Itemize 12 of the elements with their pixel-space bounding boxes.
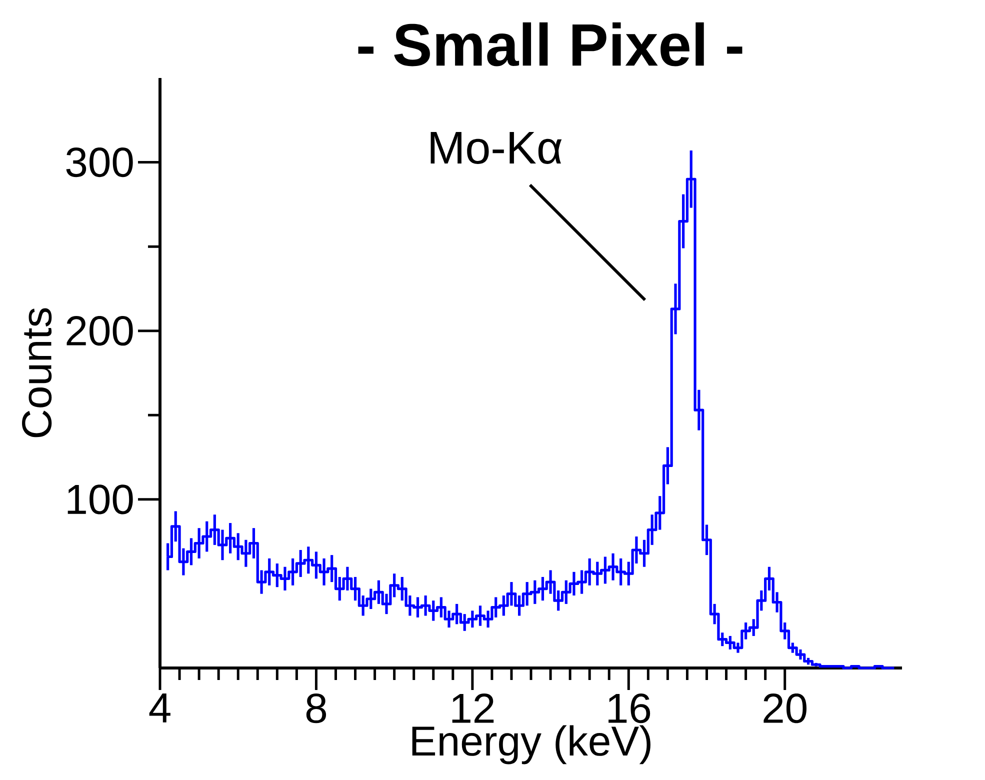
y-tick-label: 200 bbox=[66, 316, 133, 346]
x-tick-label: 16 bbox=[608, 694, 650, 724]
annotation: Mo-Kα bbox=[430, 132, 562, 164]
chart-title: - Small Pixel - bbox=[358, 22, 742, 66]
x-tick-label: 12 bbox=[452, 694, 494, 723]
y-tick-label: 300 bbox=[66, 147, 133, 178]
x-tick-label: 20 bbox=[764, 694, 806, 724]
x-axis-title: Energy (keV) bbox=[412, 725, 650, 764]
x-tick-label: 8 bbox=[306, 694, 326, 724]
x-tick-label: 4 bbox=[149, 694, 170, 722]
y-axis-title: Counts bbox=[22, 308, 52, 438]
y-tick-label: 100 bbox=[68, 484, 133, 514]
